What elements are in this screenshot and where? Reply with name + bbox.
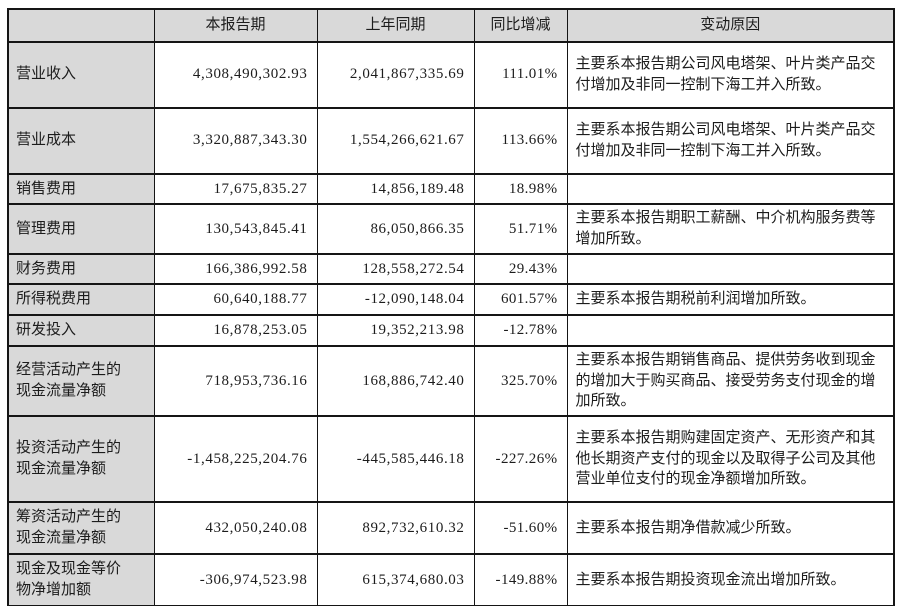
table-row: 现金及现金等价 物净增加额 -306,974,523.98 615,374,68… bbox=[7, 552, 895, 606]
table-row: 筹资活动产生的 现金流量净额 432,050,240.08 892,732,61… bbox=[7, 500, 895, 555]
prior-period-value: 14,856,189.48 bbox=[316, 172, 475, 206]
yoy-change-value: -12.78% bbox=[473, 314, 568, 347]
row-label: 销售费用 bbox=[7, 172, 155, 206]
change-reason bbox=[566, 314, 895, 347]
yoy-change-value: 29.43% bbox=[473, 252, 568, 286]
change-reason: 主要系本报告期公司风电塔架、叶片类产品交付增加及非同一控制下海工并入所致。 bbox=[566, 40, 895, 109]
table-row: 研发投入 16,878,253.05 19,352,213.98 -12.78% bbox=[7, 314, 895, 347]
current-period-value: 718,953,736.16 bbox=[153, 344, 318, 417]
row-label: 经营活动产生的 现金流量净额 bbox=[7, 344, 155, 417]
col-header-item bbox=[7, 8, 155, 43]
yoy-change-value: 111.01% bbox=[473, 40, 568, 109]
table-row: 所得税费用 60,640,188.77 -12,090,148.04 601.5… bbox=[7, 283, 895, 317]
current-period-value: 4,308,490,302.93 bbox=[153, 40, 318, 109]
change-reason: 主要系本报告期净借款减少所致。 bbox=[566, 500, 895, 555]
current-period-value: 432,050,240.08 bbox=[153, 500, 318, 555]
current-period-value: 16,878,253.05 bbox=[153, 314, 318, 347]
prior-period-value: 615,374,680.03 bbox=[316, 552, 475, 606]
prior-period-value: 128,558,272.54 bbox=[316, 252, 475, 286]
prior-period-value: 892,732,610.32 bbox=[316, 500, 475, 555]
financial-comparison-table: 本报告期 上年同期 同比增减 变动原因 营业收入 4,308,490,302.9… bbox=[7, 8, 895, 606]
prior-period-value: 2,041,867,335.69 bbox=[316, 40, 475, 109]
current-period-value: 166,386,992.58 bbox=[153, 252, 318, 286]
prior-period-value: 1,554,266,621.67 bbox=[316, 106, 475, 175]
current-period-value: -1,458,225,204.76 bbox=[153, 414, 318, 503]
col-header-yoy-change: 同比增减 bbox=[473, 8, 568, 43]
yoy-change-value: 18.98% bbox=[473, 172, 568, 206]
table-header-row: 本报告期 上年同期 同比增减 变动原因 bbox=[7, 8, 895, 43]
table-row: 投资活动产生的 现金流量净额 -1,458,225,204.76 -445,58… bbox=[7, 414, 895, 503]
row-label: 财务费用 bbox=[7, 252, 155, 286]
change-reason: 主要系本报告期职工薪酬、中介机构服务费等增加所致。 bbox=[566, 203, 895, 255]
row-label: 筹资活动产生的 现金流量净额 bbox=[7, 500, 155, 555]
col-header-prior-period: 上年同期 bbox=[316, 8, 475, 43]
table-row: 销售费用 17,675,835.27 14,856,189.48 18.98% bbox=[7, 172, 895, 206]
yoy-change-value: -51.60% bbox=[473, 500, 568, 555]
prior-period-value: 86,050,866.35 bbox=[316, 203, 475, 255]
prior-period-value: -445,585,446.18 bbox=[316, 414, 475, 503]
change-reason: 主要系本报告期公司风电塔架、叶片类产品交付增加及非同一控制下海工并入所致。 bbox=[566, 106, 895, 175]
table-row: 管理费用 130,543,845.41 86,050,866.35 51.71%… bbox=[7, 203, 895, 255]
change-reason: 主要系本报告期购建固定资产、无形资产和其他长期资产支付的现金以及取得子公司及其他… bbox=[566, 414, 895, 503]
current-period-value: 17,675,835.27 bbox=[153, 172, 318, 206]
row-label: 营业收入 bbox=[7, 40, 155, 109]
yoy-change-value: -149.88% bbox=[473, 552, 568, 606]
col-header-current-period: 本报告期 bbox=[153, 8, 318, 43]
change-reason bbox=[566, 172, 895, 206]
table-row: 营业成本 3,320,887,343.30 1,554,266,621.67 1… bbox=[7, 106, 895, 175]
change-reason: 主要系本报告期投资现金流出增加所致。 bbox=[566, 552, 895, 606]
current-period-value: -306,974,523.98 bbox=[153, 552, 318, 606]
yoy-change-value: 325.70% bbox=[473, 344, 568, 417]
prior-period-value: 168,886,742.40 bbox=[316, 344, 475, 417]
current-period-value: 3,320,887,343.30 bbox=[153, 106, 318, 175]
row-label: 营业成本 bbox=[7, 106, 155, 175]
yoy-change-value: 113.66% bbox=[473, 106, 568, 175]
col-header-change-reason: 变动原因 bbox=[566, 8, 895, 43]
prior-period-value: -12,090,148.04 bbox=[316, 283, 475, 317]
prior-period-value: 19,352,213.98 bbox=[316, 314, 475, 347]
yoy-change-value: 51.71% bbox=[473, 203, 568, 255]
change-reason: 主要系本报告期销售商品、提供劳务收到现金的增加大于购买商品、接受劳务支付现金的增… bbox=[566, 344, 895, 417]
row-label: 管理费用 bbox=[7, 203, 155, 255]
table-row: 财务费用 166,386,992.58 128,558,272.54 29.43… bbox=[7, 252, 895, 286]
table-row: 营业收入 4,308,490,302.93 2,041,867,335.69 1… bbox=[7, 40, 895, 109]
row-label: 研发投入 bbox=[7, 314, 155, 347]
yoy-change-value: -227.26% bbox=[473, 414, 568, 503]
change-reason: 主要系本报告期税前利润增加所致。 bbox=[566, 283, 895, 317]
row-label: 现金及现金等价 物净增加额 bbox=[7, 552, 155, 606]
row-label: 投资活动产生的 现金流量净额 bbox=[7, 414, 155, 503]
table-row: 经营活动产生的 现金流量净额 718,953,736.16 168,886,74… bbox=[7, 344, 895, 417]
current-period-value: 60,640,188.77 bbox=[153, 283, 318, 317]
row-label: 所得税费用 bbox=[7, 283, 155, 317]
current-period-value: 130,543,845.41 bbox=[153, 203, 318, 255]
change-reason bbox=[566, 252, 895, 286]
yoy-change-value: 601.57% bbox=[473, 283, 568, 317]
